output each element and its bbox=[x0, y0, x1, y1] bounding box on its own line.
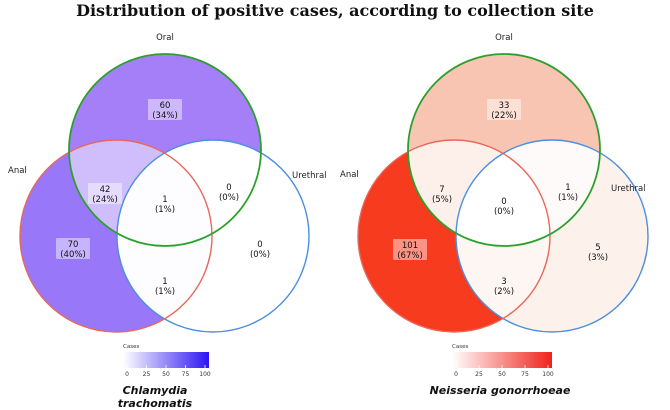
caption-neisseria: Neisseria gonorrhoeae bbox=[429, 384, 571, 397]
legend: Cases 0 25 50 75 100 bbox=[123, 344, 211, 378]
region-count: 1 bbox=[162, 195, 167, 205]
set-label-anal: Anal bbox=[340, 170, 359, 180]
circle-oral bbox=[68, 53, 262, 247]
set-label-urethral: Urethral bbox=[292, 171, 327, 181]
region-percent: (22%) bbox=[491, 111, 517, 121]
circle-urethral bbox=[116, 139, 310, 333]
region-label-box bbox=[88, 183, 122, 204]
legend-title: Cases bbox=[452, 344, 468, 350]
region-percent: (3%) bbox=[588, 253, 608, 263]
legend: Cases 0 25 50 75 100 bbox=[452, 344, 554, 378]
region-count: 42 bbox=[100, 185, 111, 195]
legend-tick-label: 25 bbox=[475, 371, 483, 378]
region-percent: (24%) bbox=[92, 195, 118, 205]
region-percent: (5%) bbox=[432, 195, 452, 205]
region-label-box bbox=[56, 238, 90, 259]
set-label-oral: Oral bbox=[156, 33, 174, 43]
region-label-oral-urethral: 0(0%) bbox=[219, 183, 239, 203]
caption-chlamydia: Chlamydia trachomatis bbox=[117, 384, 193, 410]
region-count: 1 bbox=[162, 277, 167, 287]
venn-neisseria: Oral Anal Urethral 33(22%) 101(67%) 5(3%) 7(5%… bbox=[340, 33, 649, 378]
set-label-anal: Anal bbox=[8, 166, 27, 176]
region-percent: (34%) bbox=[152, 111, 178, 121]
region-percent: (1%) bbox=[155, 205, 175, 215]
region-label-oral-anal-urethral: 0(0%) bbox=[494, 197, 514, 217]
legend-tick-label: 25 bbox=[143, 371, 151, 378]
legend-tick-label: 75 bbox=[182, 371, 190, 378]
region-percent: (1%) bbox=[558, 193, 578, 203]
region-label-oral-anal-urethral: 1(1%) bbox=[155, 195, 175, 215]
legend-tick-label: 0 bbox=[125, 371, 129, 378]
set-label-urethral: Urethral bbox=[611, 184, 646, 194]
circle-urethral bbox=[455, 139, 649, 333]
region-percent: (67%) bbox=[397, 251, 423, 261]
region-label-oral-anal: 7(5%) bbox=[432, 185, 452, 205]
region-label-anal: 101(67%) bbox=[393, 239, 427, 261]
region-label-urethral: 5(3%) bbox=[588, 243, 608, 263]
region-label-anal: 70(40%) bbox=[56, 238, 90, 260]
page-title: Distribution of positive cases, accordin… bbox=[76, 1, 594, 20]
region-count: 3 bbox=[501, 277, 506, 287]
circle-oral bbox=[407, 53, 601, 247]
region-label-box bbox=[148, 99, 182, 120]
region-percent: (0%) bbox=[219, 193, 239, 203]
region-percent: (2%) bbox=[494, 287, 514, 297]
legend-tick-label: 50 bbox=[498, 371, 506, 378]
legend-colorbar bbox=[123, 352, 209, 368]
region-label-oral-urethral: 1(1%) bbox=[558, 183, 578, 203]
region-count: 1 bbox=[565, 183, 570, 193]
legend-title: Cases bbox=[123, 344, 139, 350]
region-percent: (0%) bbox=[250, 250, 270, 260]
region-label-anal-urethral: 1(1%) bbox=[155, 277, 175, 297]
region-count: 70 bbox=[68, 240, 79, 250]
region-count: 0 bbox=[257, 240, 262, 250]
region-percent: (40%) bbox=[60, 250, 86, 260]
region-label-oral-anal: 42(24%) bbox=[88, 183, 122, 205]
region-label-oral: 60(34%) bbox=[148, 99, 182, 121]
circle-anal bbox=[357, 139, 551, 333]
region-count: 0 bbox=[501, 197, 506, 207]
circle-anal bbox=[19, 139, 213, 333]
region-percent: (1%) bbox=[155, 287, 175, 297]
region-count: 101 bbox=[402, 241, 418, 251]
region-count: 33 bbox=[499, 101, 510, 111]
region-percent: (0%) bbox=[494, 207, 514, 217]
set-label-oral: Oral bbox=[495, 33, 513, 43]
region-count: 7 bbox=[439, 185, 444, 195]
legend-tick-label: 0 bbox=[454, 371, 458, 378]
region-label-box bbox=[393, 239, 427, 260]
legend-tick-label: 50 bbox=[162, 371, 170, 378]
region-count: 5 bbox=[595, 243, 600, 253]
region-label-box bbox=[487, 99, 521, 120]
legend-colorbar bbox=[452, 352, 552, 368]
region-label-oral: 33(22%) bbox=[487, 99, 521, 121]
region-count: 0 bbox=[226, 183, 231, 193]
legend-tick-label: 100 bbox=[542, 371, 554, 378]
legend-tick-label: 100 bbox=[199, 371, 211, 378]
region-label-anal-urethral: 3(2%) bbox=[494, 277, 514, 297]
region-label-urethral: 0(0%) bbox=[250, 240, 270, 260]
legend-tick-label: 75 bbox=[521, 371, 529, 378]
region-count: 60 bbox=[160, 101, 171, 111]
